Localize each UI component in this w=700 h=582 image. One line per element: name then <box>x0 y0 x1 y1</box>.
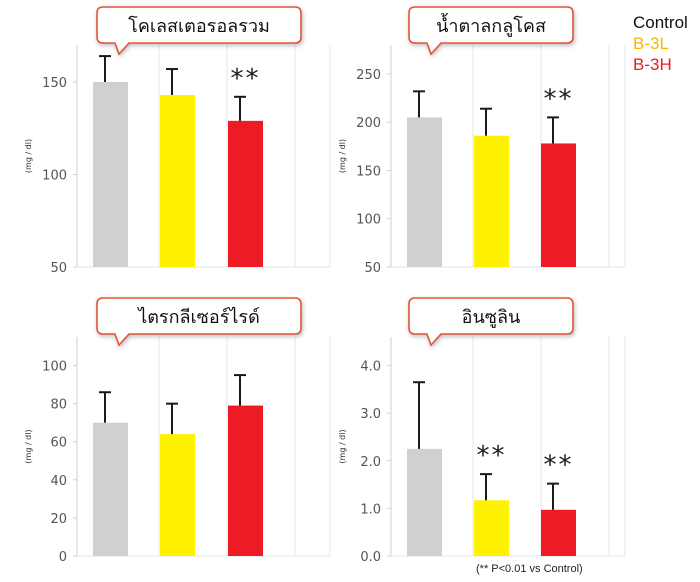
bar-b-3h <box>228 120 263 267</box>
y-axis-label: (mg / dl) <box>338 429 347 463</box>
y-tick-label: 0 <box>59 550 67 565</box>
chart-title-callout <box>96 6 302 56</box>
y-axis-label: (mg / dl) <box>24 429 33 463</box>
chart-title: โคเลสเตอรอลรวม <box>128 15 270 37</box>
y-tick-label: 40 <box>50 474 67 489</box>
bar-control <box>93 422 128 556</box>
chart-panel-1: 50 100 150 (mg / dl) ** โคเลสเตอรอลรวม <box>24 6 331 276</box>
y-tick-label: 60 <box>50 436 67 451</box>
bar-control <box>407 448 442 556</box>
y-tick-label: 100 <box>42 360 67 375</box>
y-tick-label: 20 <box>50 512 67 527</box>
bar-b-3l <box>160 434 195 556</box>
chart-title-callout <box>96 297 302 347</box>
y-tick-label: 80 <box>50 398 67 413</box>
y-tick-label: 50 <box>364 261 381 276</box>
legend-entry-b3h: B-3H <box>633 55 672 74</box>
significance-footnote: (** P<0.01 vs Control) <box>476 563 583 575</box>
bar-b-3h <box>228 405 263 556</box>
bar-b-3h <box>541 509 576 556</box>
bar-b-3h <box>541 143 576 267</box>
y-tick-label: 50 <box>50 261 67 276</box>
legend-entry-control: Control <box>633 13 688 32</box>
legend-entry-b3l: B-3L <box>633 34 669 53</box>
y-tick-label: 1.0 <box>360 502 381 517</box>
chart-title: อินซูลิน <box>462 307 521 328</box>
significance-marker: ** <box>231 64 261 94</box>
y-tick-label: 150 <box>356 164 381 179</box>
chart-title-callout <box>408 297 574 347</box>
y-axis-label: (mg / dl) <box>24 139 33 173</box>
bar-b-3l <box>160 94 195 267</box>
chart-title: ไตรกลีเซอร์ไรด์ <box>136 306 260 328</box>
y-tick-label: 200 <box>356 116 381 131</box>
chart-panel-3: 0 20 40 60 80 100 (mg / dl) ไตรกลีเซอร์ไรด์ <box>24 297 331 565</box>
y-tick-label: 100 <box>42 169 67 184</box>
y-tick-label: 100 <box>356 213 381 228</box>
y-tick-label: 0.0 <box>360 550 381 565</box>
significance-marker: ** <box>544 451 574 481</box>
y-tick-label: 250 <box>356 68 381 83</box>
legend: Control B-3L B-3H <box>633 12 688 75</box>
chart-title-callout <box>408 6 574 56</box>
y-tick-label: 4.0 <box>360 360 381 375</box>
bar-b-3l <box>474 500 509 556</box>
y-axis-label: (mg / dl) <box>338 139 347 173</box>
chart-panel-4: 0.0 1.0 2.0 3.0 4.0 (mg / dl) ** ** อินซูลิน <box>338 297 626 565</box>
significance-marker: ** <box>544 84 574 114</box>
y-tick-label: 2.0 <box>360 455 381 470</box>
y-tick-label: 3.0 <box>360 407 381 422</box>
significance-marker: ** <box>477 441 507 471</box>
chart-title: น้ำตาลกลูโคส <box>436 13 546 37</box>
chart-panel-2: 50 100 150 200 250 (mg / dl) ** น้ำตาลกลูโคส <box>338 6 626 276</box>
bar-b-3l <box>474 135 509 267</box>
y-tick-label: 150 <box>42 76 67 91</box>
bar-control <box>93 82 128 267</box>
bar-control <box>407 117 442 268</box>
